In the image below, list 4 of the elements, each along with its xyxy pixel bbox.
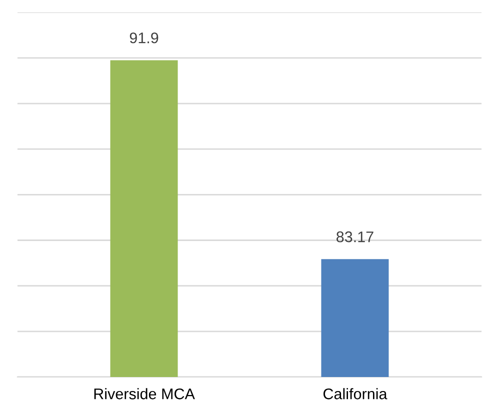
data-label: 83.17 <box>336 231 374 242</box>
x-tick-label: California <box>323 388 388 400</box>
data-label: 91.9 <box>130 32 158 44</box>
x-tick-label: Riverside MCA <box>94 388 195 400</box>
